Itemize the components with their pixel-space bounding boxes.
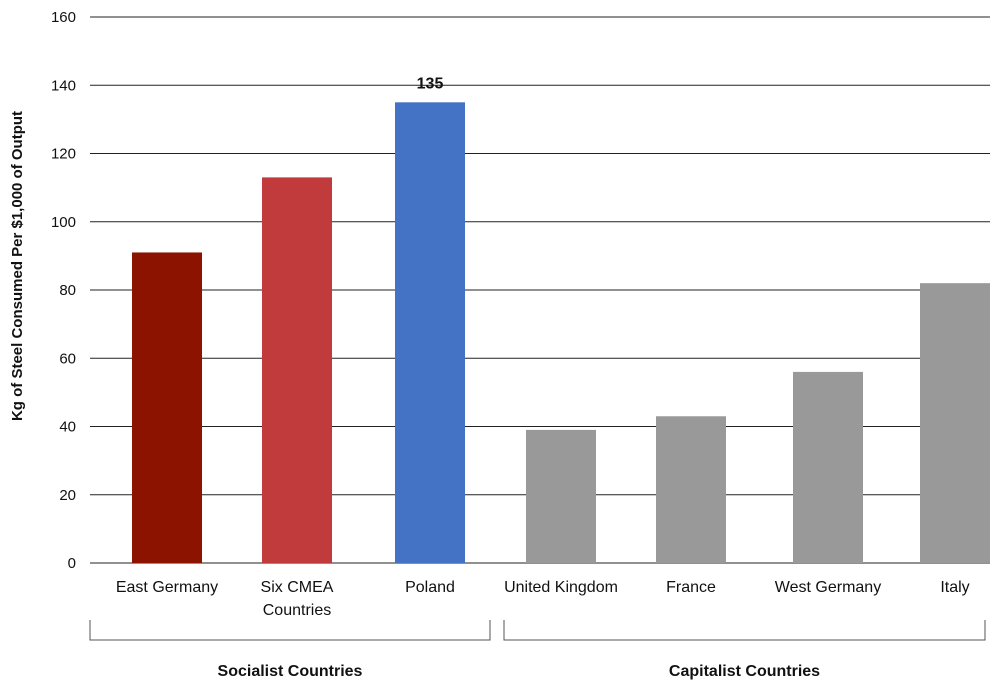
x-category-label: East Germany <box>116 579 218 596</box>
bar-data-label: 135 <box>417 75 444 92</box>
y-tick-label: 120 <box>51 146 76 163</box>
bar <box>262 177 332 563</box>
group-label: Socialist Countries <box>218 663 363 680</box>
y-tick-label: 100 <box>51 214 76 231</box>
y-tick-label: 140 <box>51 77 76 94</box>
bars <box>132 102 990 563</box>
y-tick-label: 160 <box>51 9 76 26</box>
x-category-label: France <box>666 579 716 596</box>
x-category-label: Italy <box>940 579 969 596</box>
bar <box>920 283 990 563</box>
y-tick-label: 20 <box>59 487 76 504</box>
x-category-label: Six CMEA Countries <box>261 579 334 619</box>
y-tick-label: 80 <box>59 282 76 299</box>
bar <box>526 429 596 563</box>
gridlines <box>90 16 990 564</box>
group-bracket <box>89 620 491 641</box>
bar <box>395 102 465 563</box>
group-bracket <box>503 620 986 641</box>
x-category-label: West Germany <box>775 579 881 596</box>
y-tick-label: 40 <box>59 419 76 436</box>
bar <box>793 371 863 563</box>
bar <box>656 416 726 563</box>
group-label: Capitalist Countries <box>669 663 820 680</box>
y-axis-label: Kg of Steel Consumed Per $1,000 of Outpu… <box>9 111 26 421</box>
labels: 0 20 40 60 80 100 120 140 160 East Germany Six CME… <box>51 9 986 680</box>
y-tick-label: 60 <box>59 350 76 367</box>
y-tick-label: 0 <box>68 555 76 572</box>
x-category-label: Poland <box>405 579 455 596</box>
x-category-label: United Kingdom <box>504 579 618 596</box>
bar <box>132 252 202 563</box>
